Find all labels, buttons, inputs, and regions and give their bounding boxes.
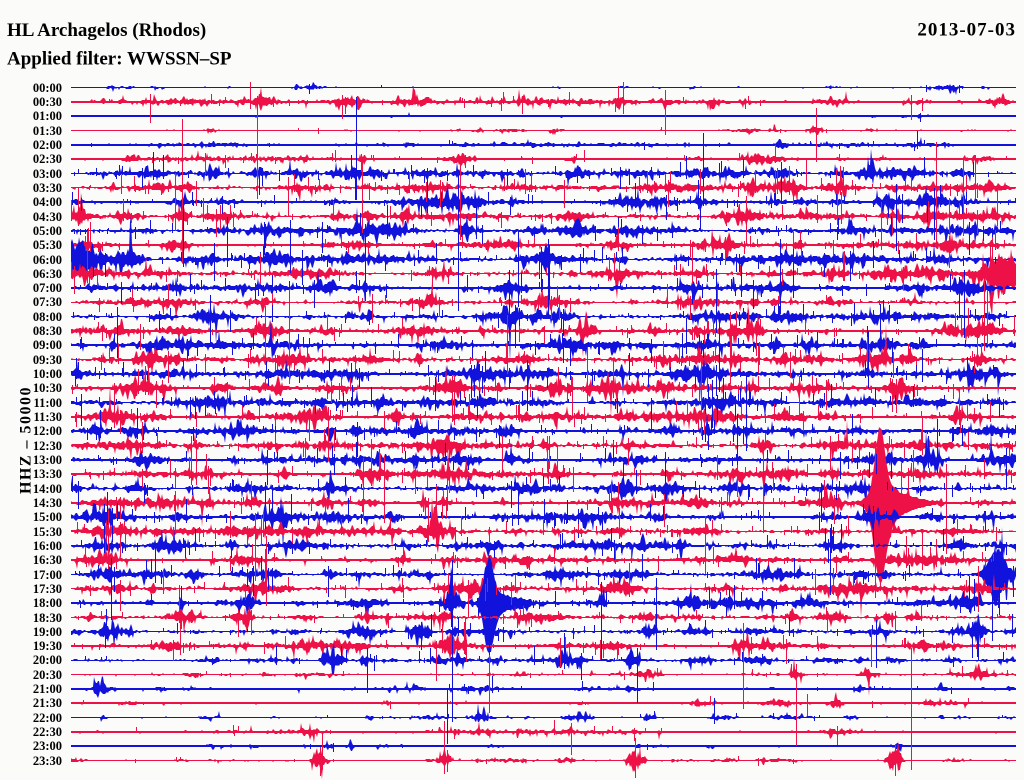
svg-text:11:00: 11:00	[34, 396, 62, 410]
svg-text:23:00: 23:00	[33, 739, 62, 753]
svg-text:21:00: 21:00	[33, 682, 62, 696]
svg-text:14:30: 14:30	[33, 496, 62, 510]
svg-text:2013-07-03: 2013-07-03	[917, 20, 1016, 41]
svg-text:00:30: 00:30	[33, 95, 62, 109]
svg-text:03:00: 03:00	[33, 167, 62, 181]
svg-text:04:30: 04:30	[33, 210, 62, 224]
svg-text:09:30: 09:30	[33, 353, 62, 367]
svg-text:01:00: 01:00	[33, 109, 62, 123]
svg-text:03:30: 03:30	[33, 181, 62, 195]
svg-text:05:00: 05:00	[33, 224, 62, 238]
svg-text:22:30: 22:30	[33, 725, 62, 739]
svg-text:13:00: 13:00	[33, 453, 62, 467]
svg-text:13:30: 13:30	[33, 467, 62, 481]
svg-text:16:00: 16:00	[33, 539, 62, 553]
svg-text:00:00: 00:00	[33, 81, 62, 95]
svg-text:02:00: 02:00	[33, 138, 62, 152]
svg-text:06:00: 06:00	[33, 253, 62, 267]
svg-text:HHZ – 50000: HHZ – 50000	[18, 386, 35, 494]
svg-text:08:30: 08:30	[33, 324, 62, 338]
svg-text:07:00: 07:00	[33, 281, 62, 295]
svg-text:01:30: 01:30	[33, 124, 62, 138]
svg-text:15:00: 15:00	[33, 510, 62, 524]
svg-text:19:00: 19:00	[33, 625, 62, 639]
svg-text:04:00: 04:00	[33, 195, 62, 209]
svg-text:08:00: 08:00	[33, 310, 62, 324]
svg-text:06:30: 06:30	[33, 267, 62, 281]
svg-text:07:30: 07:30	[33, 295, 62, 309]
svg-text:09:00: 09:00	[33, 338, 62, 352]
svg-text:20:00: 20:00	[33, 653, 62, 667]
svg-text:12:30: 12:30	[33, 439, 62, 453]
svg-text:17:30: 17:30	[33, 582, 62, 596]
svg-text:10:30: 10:30	[33, 381, 62, 395]
svg-text:02:30: 02:30	[33, 152, 62, 166]
svg-text:10:00: 10:00	[33, 367, 62, 381]
svg-text:18:00: 18:00	[33, 596, 62, 610]
svg-text:20:30: 20:30	[33, 668, 62, 682]
svg-text:Applied filter: WWSSN–SP: Applied filter: WWSSN–SP	[7, 49, 232, 70]
svg-text:21:30: 21:30	[33, 696, 62, 710]
svg-text:22:00: 22:00	[33, 711, 62, 725]
svg-text:05:30: 05:30	[33, 238, 62, 252]
svg-text:14:00: 14:00	[33, 482, 62, 496]
svg-text:11:30: 11:30	[34, 410, 62, 424]
svg-text:17:00: 17:00	[33, 568, 62, 582]
svg-text:15:30: 15:30	[33, 525, 62, 539]
svg-text:23:30: 23:30	[33, 754, 62, 768]
svg-text:18:30: 18:30	[33, 611, 62, 625]
svg-text:16:30: 16:30	[33, 553, 62, 567]
svg-text:19:30: 19:30	[33, 639, 62, 653]
svg-text:HL Archagelos (Rhodos): HL Archagelos (Rhodos)	[7, 20, 206, 41]
svg-text:12:00: 12:00	[33, 424, 62, 438]
